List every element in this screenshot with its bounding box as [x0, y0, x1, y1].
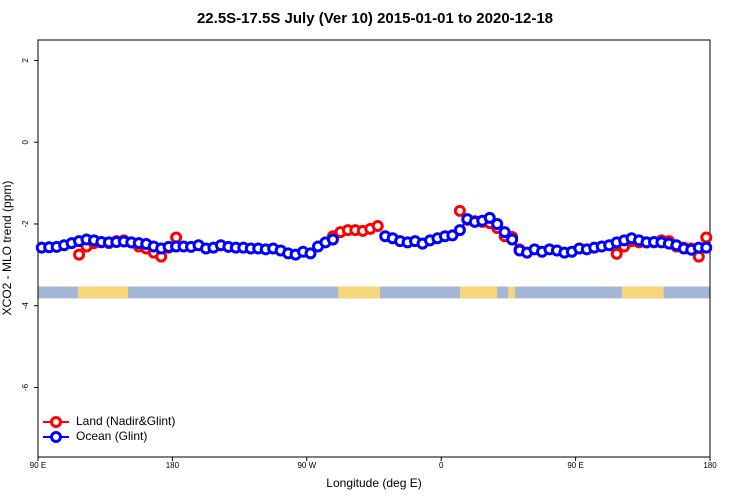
x-tick-label: 180 — [703, 461, 717, 470]
point — [326, 233, 339, 246]
legend-marker — [50, 416, 62, 428]
land-band — [460, 286, 498, 299]
point — [453, 204, 466, 217]
x-tick-label: 90 W — [297, 461, 316, 470]
point — [610, 247, 623, 260]
x-tick-label: 90 E — [30, 461, 46, 470]
point — [700, 231, 713, 244]
chart-title: 22.5S-17.5S July (Ver 10) 2015-01-01 to … — [197, 10, 553, 27]
x-tick-label: 90 E — [567, 461, 583, 470]
y-tick-label: 0 — [21, 139, 30, 144]
point — [491, 217, 504, 230]
point — [506, 233, 519, 246]
point — [73, 248, 86, 261]
land-band — [621, 286, 664, 299]
land-band — [78, 286, 129, 299]
x-tick-label: 180 — [166, 461, 180, 470]
land-band — [508, 286, 516, 299]
point — [371, 220, 384, 233]
point — [498, 226, 511, 239]
y-tick-label: -6 — [21, 383, 30, 391]
legend-label: Ocean (Glint) — [76, 429, 147, 443]
y-axis-label: XCO2 - MLO trend (ppm) — [0, 181, 14, 316]
y-tick-label: -2 — [21, 220, 30, 228]
y-tick-label: -4 — [21, 302, 30, 310]
point — [483, 211, 496, 224]
land-band — [338, 286, 380, 299]
x-axis-label: Longitude (deg E) — [326, 476, 421, 490]
point — [700, 241, 713, 254]
legend-label: Land (Nadir&Glint) — [76, 414, 175, 428]
point — [446, 229, 459, 242]
y-tick-label: 2 — [21, 58, 30, 63]
point — [453, 224, 466, 237]
point — [304, 247, 317, 260]
legend-marker — [50, 431, 62, 443]
x-tick-label: 0 — [439, 461, 444, 470]
